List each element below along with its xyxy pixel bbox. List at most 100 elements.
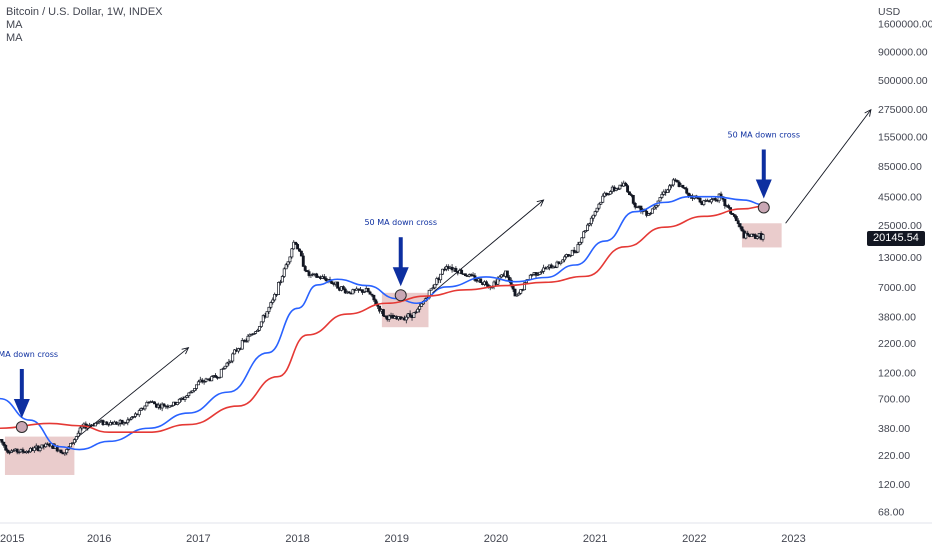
candle-body	[713, 198, 717, 201]
candle-body	[378, 305, 382, 312]
annotation-label[interactable]: 50 MA down cross	[364, 218, 437, 227]
candle-body	[698, 197, 702, 203]
plot-area[interactable]: 50 MA down cross 50 MA down cross 50 MA do…	[0, 108, 872, 475]
candle-body	[261, 315, 265, 323]
candle-body	[196, 381, 200, 386]
ma-legend-2[interactable]: MA	[6, 32, 23, 44]
y-tick-label: 7000.00	[878, 282, 916, 294]
candle-body	[227, 361, 231, 364]
candle-body	[105, 421, 109, 425]
candle-body	[387, 315, 391, 320]
candle-body	[32, 447, 36, 452]
candle-body	[738, 223, 742, 228]
candle-body	[0, 439, 4, 443]
candle-body	[702, 200, 706, 205]
candle-body	[593, 211, 597, 216]
candle-body	[336, 281, 340, 289]
candle-body	[225, 362, 229, 367]
candle-body	[271, 299, 275, 303]
ma200-line[interactable]	[0, 205, 764, 434]
candle-body	[343, 288, 347, 294]
trend-arrow-line	[78, 347, 189, 437]
candle-body	[145, 402, 149, 407]
down-arrow-head	[755, 179, 772, 199]
candle-body	[223, 365, 227, 369]
candle-body	[599, 201, 603, 205]
cross-marker[interactable]	[15, 420, 28, 433]
currency-label: USD	[878, 6, 901, 18]
candle-body	[191, 390, 195, 393]
candle-body	[607, 193, 610, 196]
candle-body	[660, 194, 664, 198]
candle-body	[246, 335, 250, 342]
candle-body	[217, 376, 221, 379]
candle-body	[187, 392, 191, 397]
candle-body	[322, 276, 326, 279]
candle-body	[563, 256, 567, 261]
candle-body	[683, 187, 687, 189]
candle-body	[505, 270, 509, 278]
candle-body	[647, 213, 651, 216]
candle-body	[65, 449, 69, 454]
y-tick-label: 500000.00	[878, 75, 928, 87]
candle-body	[584, 230, 588, 233]
candle-body	[734, 216, 738, 222]
candle-body	[561, 259, 565, 263]
candle-body	[132, 416, 135, 418]
candle-body	[252, 333, 256, 335]
candle-body	[658, 197, 662, 202]
trend-arrow-line	[432, 199, 544, 294]
candle-body	[523, 282, 527, 291]
candle-body	[572, 249, 576, 253]
candle-body	[710, 199, 713, 203]
annotation-label[interactable]: 50 MA down cross	[728, 130, 801, 139]
candle-body	[315, 273, 319, 278]
cross-marker[interactable]	[394, 289, 407, 302]
x-tick-label: 2018	[285, 533, 309, 545]
candle-body	[570, 249, 574, 256]
candle-body	[95, 422, 99, 424]
candle-body	[633, 203, 637, 208]
candle-body	[214, 375, 217, 378]
y-tick-label: 1200.00	[878, 367, 916, 379]
candle-body	[116, 422, 120, 425]
candle-body	[195, 384, 198, 389]
candle-body	[580, 237, 584, 243]
candle-body	[370, 293, 374, 296]
candle-body	[645, 210, 649, 216]
candle-body	[538, 271, 542, 275]
candle-body	[153, 401, 156, 405]
time-axis[interactable]: 2015 2016 2017 2018 2019 2020 2021 2022 2023	[0, 522, 932, 545]
candle-body	[6, 449, 10, 453]
candle-body	[649, 212, 652, 215]
x-tick-label: 2023	[781, 533, 805, 545]
candle-body	[601, 195, 605, 203]
candle-body	[662, 191, 666, 195]
x-tick-label: 2019	[385, 533, 409, 545]
candle-body	[574, 251, 578, 254]
candle-body	[631, 194, 635, 204]
symbol-title[interactable]: Bitcoin / U.S. Dollar, 1W, INDEX	[6, 6, 163, 18]
ma-legend-1[interactable]: MA	[6, 19, 23, 31]
candle-body	[671, 179, 675, 186]
candle-body	[540, 270, 544, 273]
cross-marker[interactable]	[757, 201, 770, 214]
candle-body	[221, 368, 225, 370]
candle-body	[267, 306, 271, 313]
candle-body	[290, 248, 294, 258]
candle-body	[202, 381, 206, 383]
candle-body	[277, 282, 280, 295]
candle-body	[15, 448, 19, 453]
candle-body	[2, 441, 6, 446]
candle-body	[11, 450, 15, 452]
candle-body	[568, 255, 572, 257]
down-arrow-shaft	[19, 368, 24, 401]
candle-body	[236, 348, 240, 352]
annotation-label[interactable]: 50 MA down cross	[0, 350, 58, 359]
candle-body	[484, 281, 488, 286]
candle-body	[284, 264, 288, 270]
candle-body	[744, 232, 748, 239]
candle-body	[259, 321, 263, 327]
